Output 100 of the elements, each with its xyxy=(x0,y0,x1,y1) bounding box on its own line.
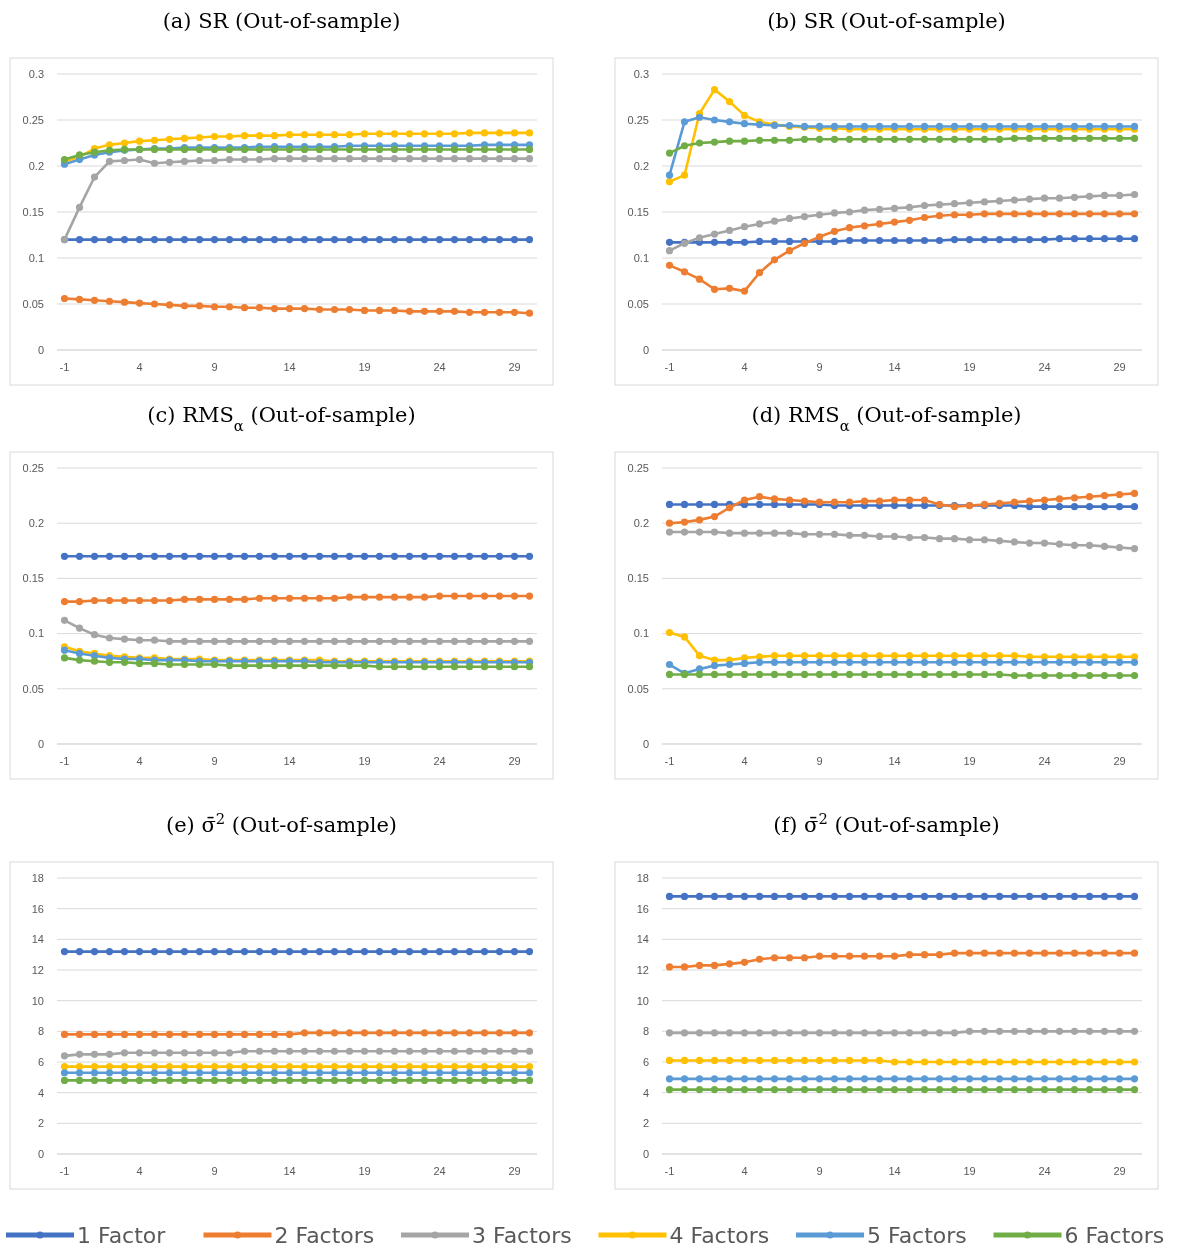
point xyxy=(225,1069,234,1077)
x-tick-label: 4 xyxy=(136,755,143,767)
point xyxy=(465,1029,474,1037)
point xyxy=(225,662,234,670)
point xyxy=(330,552,339,560)
point xyxy=(315,155,324,163)
point xyxy=(390,948,399,956)
point xyxy=(830,670,839,679)
point xyxy=(905,216,914,224)
point xyxy=(710,662,719,670)
point xyxy=(165,236,174,244)
point xyxy=(740,529,749,537)
point xyxy=(285,236,294,244)
point xyxy=(330,662,339,670)
point xyxy=(740,1029,749,1037)
y-tick-label: 2 xyxy=(37,1117,44,1130)
point xyxy=(390,1069,399,1077)
point xyxy=(845,892,854,900)
x-tick-label: 24 xyxy=(433,755,446,767)
legend-label: 6 Factors xyxy=(1064,1222,1165,1248)
point xyxy=(1025,892,1034,900)
point xyxy=(375,145,384,154)
point xyxy=(390,155,399,163)
point xyxy=(995,652,1004,660)
point xyxy=(1100,235,1109,243)
point xyxy=(815,135,824,143)
point xyxy=(360,1063,369,1071)
point xyxy=(665,628,674,637)
point xyxy=(890,135,899,143)
point xyxy=(665,1075,674,1083)
point xyxy=(180,1076,189,1084)
point xyxy=(920,652,929,660)
point xyxy=(375,155,384,163)
point xyxy=(525,1069,534,1077)
point xyxy=(1085,493,1094,501)
point xyxy=(905,203,914,211)
point xyxy=(695,652,704,660)
point xyxy=(525,1063,534,1071)
point xyxy=(285,594,294,602)
point xyxy=(90,173,99,181)
point xyxy=(980,536,989,544)
point xyxy=(375,1047,384,1055)
x-tick-label: -1 xyxy=(59,361,70,373)
point xyxy=(920,1029,929,1037)
point xyxy=(285,1076,294,1084)
point xyxy=(450,130,459,138)
point xyxy=(255,236,264,244)
point xyxy=(950,1075,959,1083)
point xyxy=(800,652,809,660)
point xyxy=(255,948,264,956)
point xyxy=(785,237,794,246)
point xyxy=(875,1086,884,1094)
point xyxy=(800,1029,809,1037)
point xyxy=(725,226,734,234)
point xyxy=(150,1076,159,1084)
point xyxy=(360,1076,369,1084)
point xyxy=(890,952,899,960)
point xyxy=(965,536,974,544)
point xyxy=(525,309,534,317)
point xyxy=(225,236,234,244)
point xyxy=(270,662,279,670)
point xyxy=(240,595,249,603)
y-tick-label: 14 xyxy=(31,933,44,946)
point xyxy=(165,948,174,956)
point xyxy=(135,596,144,605)
point xyxy=(920,670,929,679)
point xyxy=(255,132,264,140)
point xyxy=(1025,1075,1034,1083)
point xyxy=(740,1075,749,1083)
point xyxy=(90,296,99,304)
point xyxy=(755,529,764,537)
point xyxy=(465,155,474,163)
point xyxy=(860,206,869,214)
point xyxy=(300,131,309,139)
point xyxy=(105,1076,114,1084)
point xyxy=(510,663,519,671)
point xyxy=(1115,1058,1124,1066)
x-tick-label: 9 xyxy=(211,361,218,373)
point xyxy=(695,139,704,147)
point xyxy=(60,654,69,662)
point xyxy=(830,209,839,217)
point xyxy=(935,201,944,209)
point xyxy=(345,305,354,314)
point xyxy=(75,236,84,244)
point xyxy=(995,1075,1004,1083)
point xyxy=(755,1029,764,1037)
point xyxy=(1100,658,1109,666)
point xyxy=(980,1075,989,1083)
point xyxy=(330,948,339,956)
point xyxy=(755,493,764,501)
point xyxy=(450,1069,459,1077)
point xyxy=(920,1058,929,1066)
point xyxy=(995,1086,1004,1094)
point xyxy=(965,1058,974,1066)
point xyxy=(830,1056,839,1065)
point xyxy=(935,658,944,666)
point xyxy=(105,1050,114,1058)
point xyxy=(770,217,779,225)
point xyxy=(1070,1027,1079,1035)
point xyxy=(1040,134,1049,142)
